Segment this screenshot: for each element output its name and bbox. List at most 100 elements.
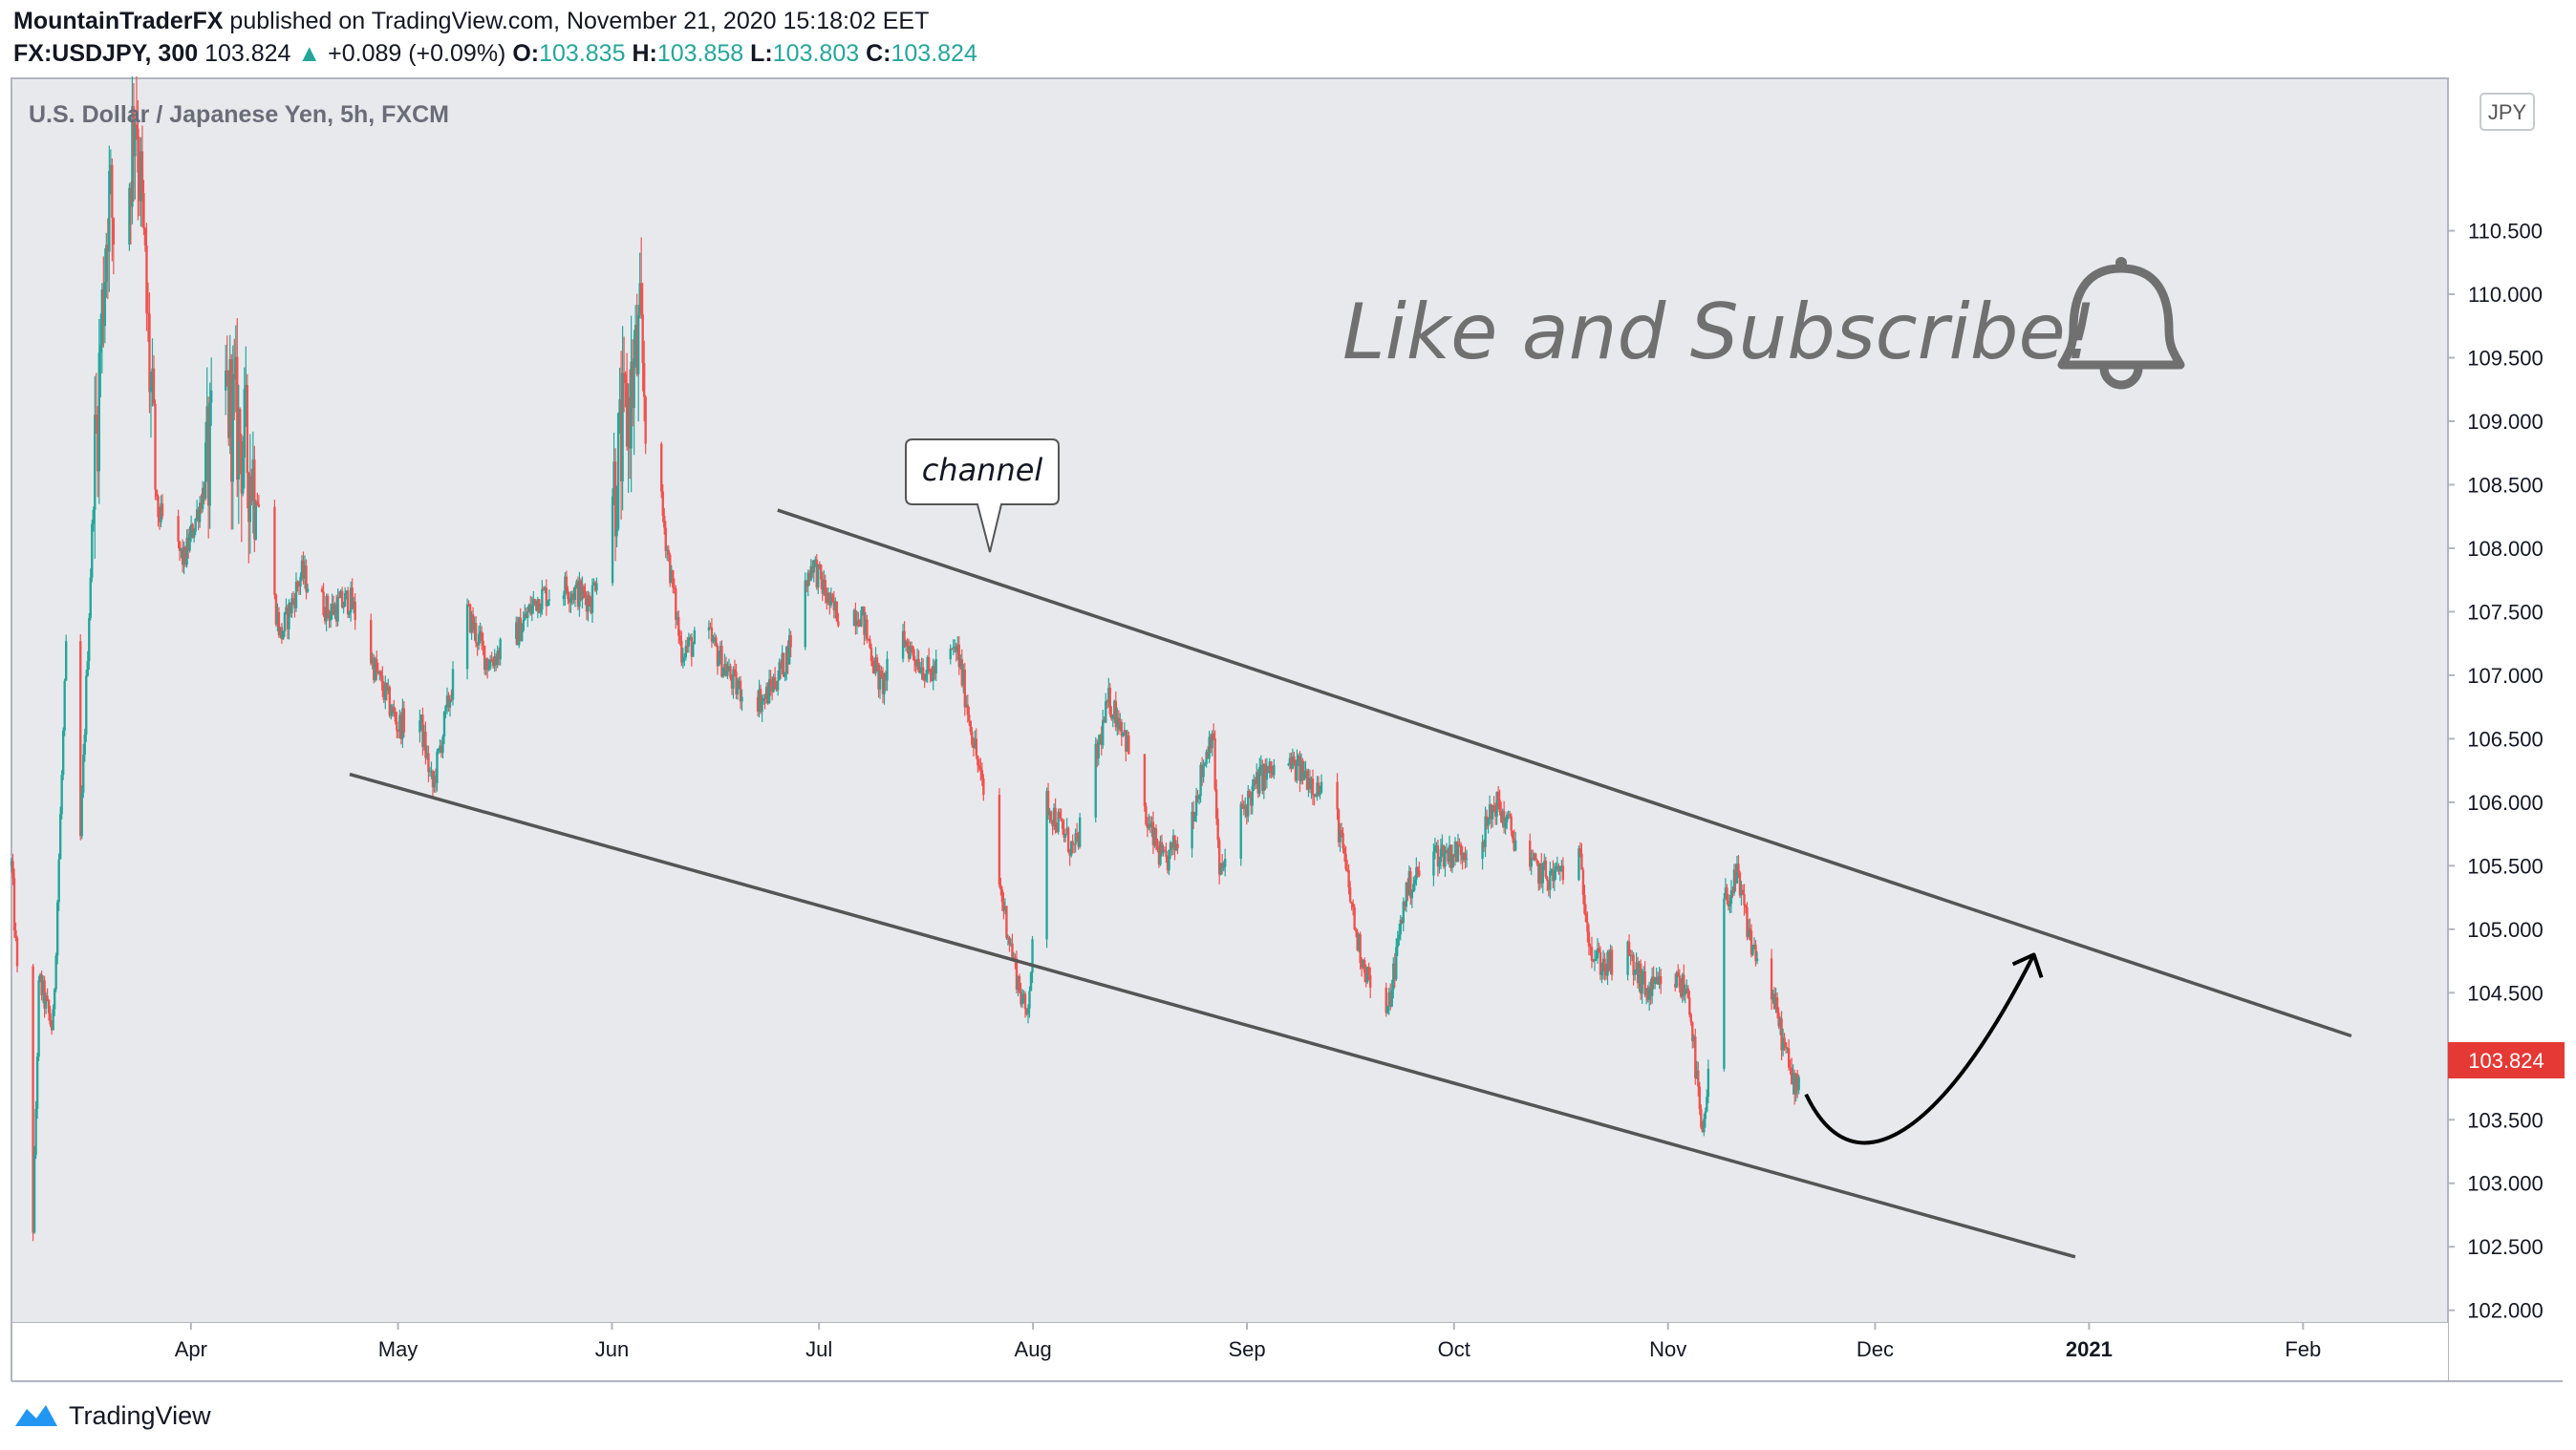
candle-body — [1556, 865, 1559, 867]
candle-body — [677, 617, 680, 636]
candle-body — [638, 283, 641, 315]
candle-body — [155, 489, 159, 497]
candle-body — [1412, 884, 1415, 893]
candle-body — [962, 670, 965, 686]
candle-body — [132, 106, 136, 157]
candle-body — [538, 599, 541, 613]
candle-body — [635, 325, 638, 374]
candle-body — [63, 680, 66, 731]
candle-body — [866, 619, 869, 639]
candle-body — [1150, 821, 1153, 827]
price-axis[interactable] — [2448, 78, 2563, 1381]
candle-body — [1684, 992, 1686, 995]
candle-body — [477, 633, 481, 646]
candle-body — [382, 690, 385, 700]
candle-body — [854, 609, 857, 627]
candle-body — [240, 441, 243, 494]
candle-body — [906, 641, 909, 647]
candle-body — [1599, 951, 1602, 975]
candle-body — [769, 679, 772, 687]
author-name[interactable]: MountainTraderFX — [13, 8, 224, 34]
candle-body — [1008, 937, 1011, 945]
tradingview-logo-icon[interactable] — [13, 1401, 61, 1430]
candle-body — [670, 569, 673, 584]
candle-body — [733, 669, 737, 672]
candle-body — [198, 502, 202, 522]
candle-body — [1638, 963, 1641, 984]
time-axis[interactable] — [11, 1323, 2448, 1381]
candle-body — [1488, 804, 1492, 819]
candle-body — [575, 581, 578, 587]
high-value: 103.858 — [656, 40, 744, 67]
candle-body — [299, 576, 302, 586]
candle-body — [874, 657, 877, 674]
candle-body — [97, 352, 101, 472]
candle-body — [283, 612, 287, 632]
currency-badge[interactable] — [2479, 93, 2535, 131]
candle-body — [1596, 948, 1599, 959]
candle-body — [977, 765, 981, 768]
candle-body — [960, 658, 963, 686]
symbol-label[interactable]: FX:USDJPY, 300 — [13, 40, 199, 67]
candle-body — [1205, 751, 1208, 764]
candle-body — [143, 228, 147, 245]
candle-body — [886, 658, 889, 681]
brand-name[interactable]: TradingView — [69, 1400, 211, 1430]
candle-body — [188, 533, 191, 551]
candle-body — [1649, 987, 1652, 996]
candle-body — [1655, 976, 1658, 981]
candle-body — [145, 245, 148, 313]
candle-body — [723, 664, 726, 669]
candle-body — [968, 714, 971, 721]
candle-body — [419, 714, 423, 721]
candle-body — [373, 657, 376, 681]
candle-body — [1465, 859, 1469, 861]
candle-body — [1683, 974, 1685, 995]
candle-body — [1543, 861, 1546, 864]
plot-area[interactable] — [11, 77, 2449, 1324]
candle-body — [236, 356, 239, 480]
candle-body — [1012, 957, 1016, 959]
candle-body — [675, 588, 677, 620]
candle-body — [427, 753, 430, 773]
candle-body — [34, 1109, 37, 1156]
candle-body — [1724, 887, 1728, 899]
candle-body — [576, 581, 580, 608]
channel-callout[interactable]: channel — [905, 438, 1060, 553]
candle-body — [1220, 863, 1224, 869]
candle-body — [1060, 818, 1063, 821]
candle-body — [1116, 717, 1119, 728]
last-price-value: 103.824 — [204, 40, 291, 67]
candle-body — [971, 732, 974, 745]
candle-body — [1485, 816, 1489, 826]
candle-body — [1557, 865, 1560, 871]
candle-body — [1396, 938, 1399, 948]
candle-body — [374, 659, 376, 681]
y-tick-label: 105.000 — [2467, 918, 2544, 942]
candle-body — [180, 547, 182, 552]
candle-body — [243, 389, 247, 458]
candle-body — [1097, 741, 1100, 758]
close-value: 103.824 — [891, 40, 977, 67]
candle-body — [467, 604, 470, 606]
candle-body — [1511, 830, 1514, 840]
candle-body — [1208, 736, 1211, 759]
candle-body — [1726, 887, 1728, 901]
candle-body — [1071, 841, 1074, 844]
candle-body — [1499, 812, 1503, 822]
candle-body — [881, 676, 885, 694]
candle-body — [1301, 759, 1304, 780]
candle-body — [966, 704, 969, 715]
y-tick-label: 104.500 — [2467, 981, 2544, 1005]
candle-body — [1544, 861, 1547, 878]
candle-body — [154, 403, 157, 490]
candle-body — [1656, 976, 1660, 985]
candle-body — [1159, 842, 1162, 865]
candle-body — [784, 647, 788, 673]
candle-body — [439, 745, 441, 749]
candle-body — [1632, 954, 1635, 975]
price-chart[interactable]: 102.000102.500103.000103.500104.000104.5… — [0, 76, 2576, 1383]
candle-body — [88, 617, 91, 662]
candle-body — [871, 660, 874, 667]
candle-body — [186, 538, 190, 551]
